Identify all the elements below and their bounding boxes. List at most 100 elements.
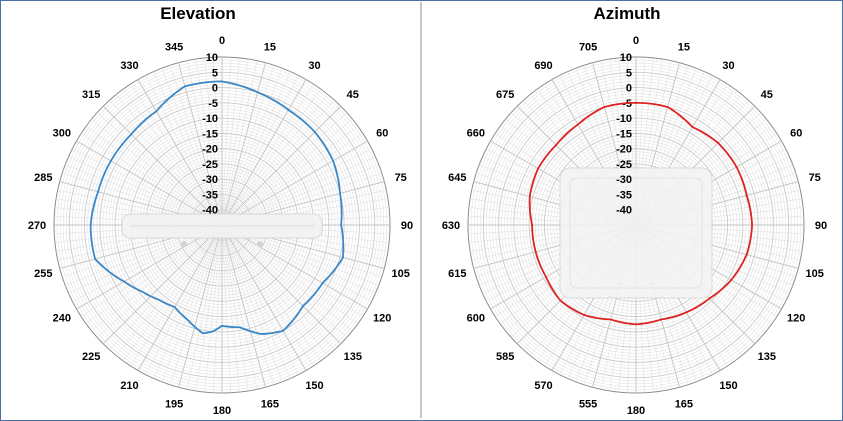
elevation-grid-spoke (221, 224, 291, 379)
elevation-grid-spoke (221, 224, 232, 393)
azimuth-angle-tick-label: 135 (758, 351, 776, 363)
elevation-grid-spoke (221, 99, 335, 226)
elevation-grid-spoke (102, 224, 223, 345)
elevation-grid-spoke (85, 126, 223, 226)
azimuth-angle-tick-label: 615 (448, 268, 466, 280)
azimuth-angle-tick-label: 105 (806, 268, 824, 280)
elevation-data-point (202, 332, 204, 335)
elevation-grid-spoke (221, 119, 353, 226)
elevation-grid-spoke (221, 65, 275, 226)
elevation-grid-spoke (221, 105, 342, 226)
elevation-grid-spoke (204, 57, 223, 226)
azimuth-data-point (559, 299, 562, 302)
elevation-angle-tick-label: 300 (53, 128, 71, 140)
elevation-grid-spoke (123, 224, 223, 362)
elevation-grid-spoke (186, 224, 223, 390)
elevation-data-point (123, 280, 126, 283)
elevation-angle-tick-label: 90 (401, 220, 413, 232)
elevation-grid-spoke (76, 140, 223, 226)
elevation-data-point (141, 290, 144, 293)
elevation-angle-tick-label: 240 (53, 313, 71, 325)
elevation-grid-spoke (137, 79, 223, 226)
elevation-radial-tick-label: -35 (202, 189, 218, 201)
elevation-grid-spoke (221, 148, 372, 226)
azimuth-data-point (531, 224, 534, 226)
azimuth-data-point (555, 144, 557, 146)
elevation-grid-spoke (221, 224, 359, 324)
elevation-data-point (89, 224, 92, 226)
elevation-angle-tick-label: 210 (120, 380, 138, 392)
elevation-angle-tick-label: 270 (28, 220, 46, 232)
elevation-grid-spoke (221, 224, 283, 382)
elevation-data-point (94, 258, 97, 260)
azimuth-angle-tick-label: 60 (790, 128, 802, 140)
elevation-angle-tick-label: 285 (34, 172, 52, 184)
panel-divider (420, 2, 422, 418)
elevation-grid-spoke (221, 126, 359, 226)
elevation-grid-spoke (161, 224, 223, 382)
elevation-grid-spoke (102, 105, 223, 226)
elevation-grid-spoke (169, 65, 223, 226)
elevation-angle-tick-label: 60 (376, 128, 388, 140)
elevation-grid-spoke (204, 224, 223, 393)
elevation-angle-tick-label: 30 (308, 60, 320, 72)
elevation-data-point (110, 159, 112, 162)
elevation-radial-tick-label: 0 (212, 83, 218, 95)
elevation-data-point (313, 131, 316, 134)
azimuth-data-point (730, 279, 733, 281)
azimuth-angle-tick-label: 180 (627, 405, 645, 417)
elevation-data-point (221, 324, 223, 327)
elevation-grid-spoke (116, 224, 223, 356)
azimuth-data-point (745, 253, 748, 256)
elevation-radial-tick-label: -25 (202, 159, 218, 171)
azimuth-radial-tick-label: -20 (616, 144, 632, 156)
elevation-grid-spoke (178, 62, 223, 226)
azimuth-angle-tick-label: 585 (496, 351, 514, 363)
elevation-grid-spoke (221, 224, 266, 388)
elevation-grid-spoke (221, 224, 328, 356)
elevation-grid-spoke (85, 224, 223, 324)
elevation-angle-tick-label: 165 (261, 399, 279, 411)
elevation-data-point (256, 91, 259, 94)
elevation-grid-spoke (221, 224, 299, 375)
elevation-angle-tick-label: 330 (120, 60, 138, 72)
elevation-grid-spoke (221, 224, 258, 390)
elevation-radial-tick-label: -40 (202, 205, 218, 217)
elevation-grid-spoke (123, 88, 223, 226)
azimuth-radial-tick-label: -25 (616, 159, 632, 171)
elevation-grid-spoke (221, 224, 307, 371)
elevation-grid-spoke (221, 224, 353, 331)
elevation-angle-tick-label: 225 (82, 351, 100, 363)
elevation-grid-spoke (221, 60, 258, 226)
azimuth-data-point (735, 166, 738, 168)
elevation-grid-spoke (221, 79, 307, 226)
elevation-grid-spoke (161, 68, 223, 226)
elevation-grid-spoke (145, 224, 223, 375)
elevation-polar-chart: 1050-5-10-15-20-25-30-35-400153045607590… (28, 35, 413, 417)
azimuth-angle-tick-label: 675 (496, 89, 514, 101)
azimuth-data-point (666, 106, 669, 108)
elevation-grid-spoke (212, 224, 223, 393)
elevation-grid-spoke (130, 224, 223, 367)
elevation-data-point (332, 159, 334, 162)
elevation-grid-spoke (221, 224, 275, 385)
elevation-grid-spoke (186, 60, 223, 226)
elevation-data-point (211, 330, 214, 333)
elevation-grid-spoke (221, 224, 335, 351)
azimuth-data-point (537, 167, 540, 170)
elevation-data-point (130, 133, 133, 136)
elevation-radial-tick-label: -5 (208, 98, 218, 110)
elevation-data-point (340, 224, 343, 226)
elevation-grid-spoke (130, 83, 223, 226)
elevation-angle-tick-label: 120 (373, 313, 391, 325)
azimuth-polar-chart: 1050-5-10-15-20-25-30-35-400153045607590… (442, 35, 827, 417)
azimuth-data-point (577, 123, 579, 126)
azimuth-angle-tick-label: 555 (579, 399, 597, 411)
elevation-device-foot (181, 241, 187, 247)
elevation-grid-spoke (221, 68, 283, 226)
elevation-grid-spoke (80, 224, 223, 317)
azimuth-data-point (751, 224, 753, 226)
elevation-grid-spoke (221, 71, 291, 226)
azimuth-data-point (660, 318, 663, 321)
